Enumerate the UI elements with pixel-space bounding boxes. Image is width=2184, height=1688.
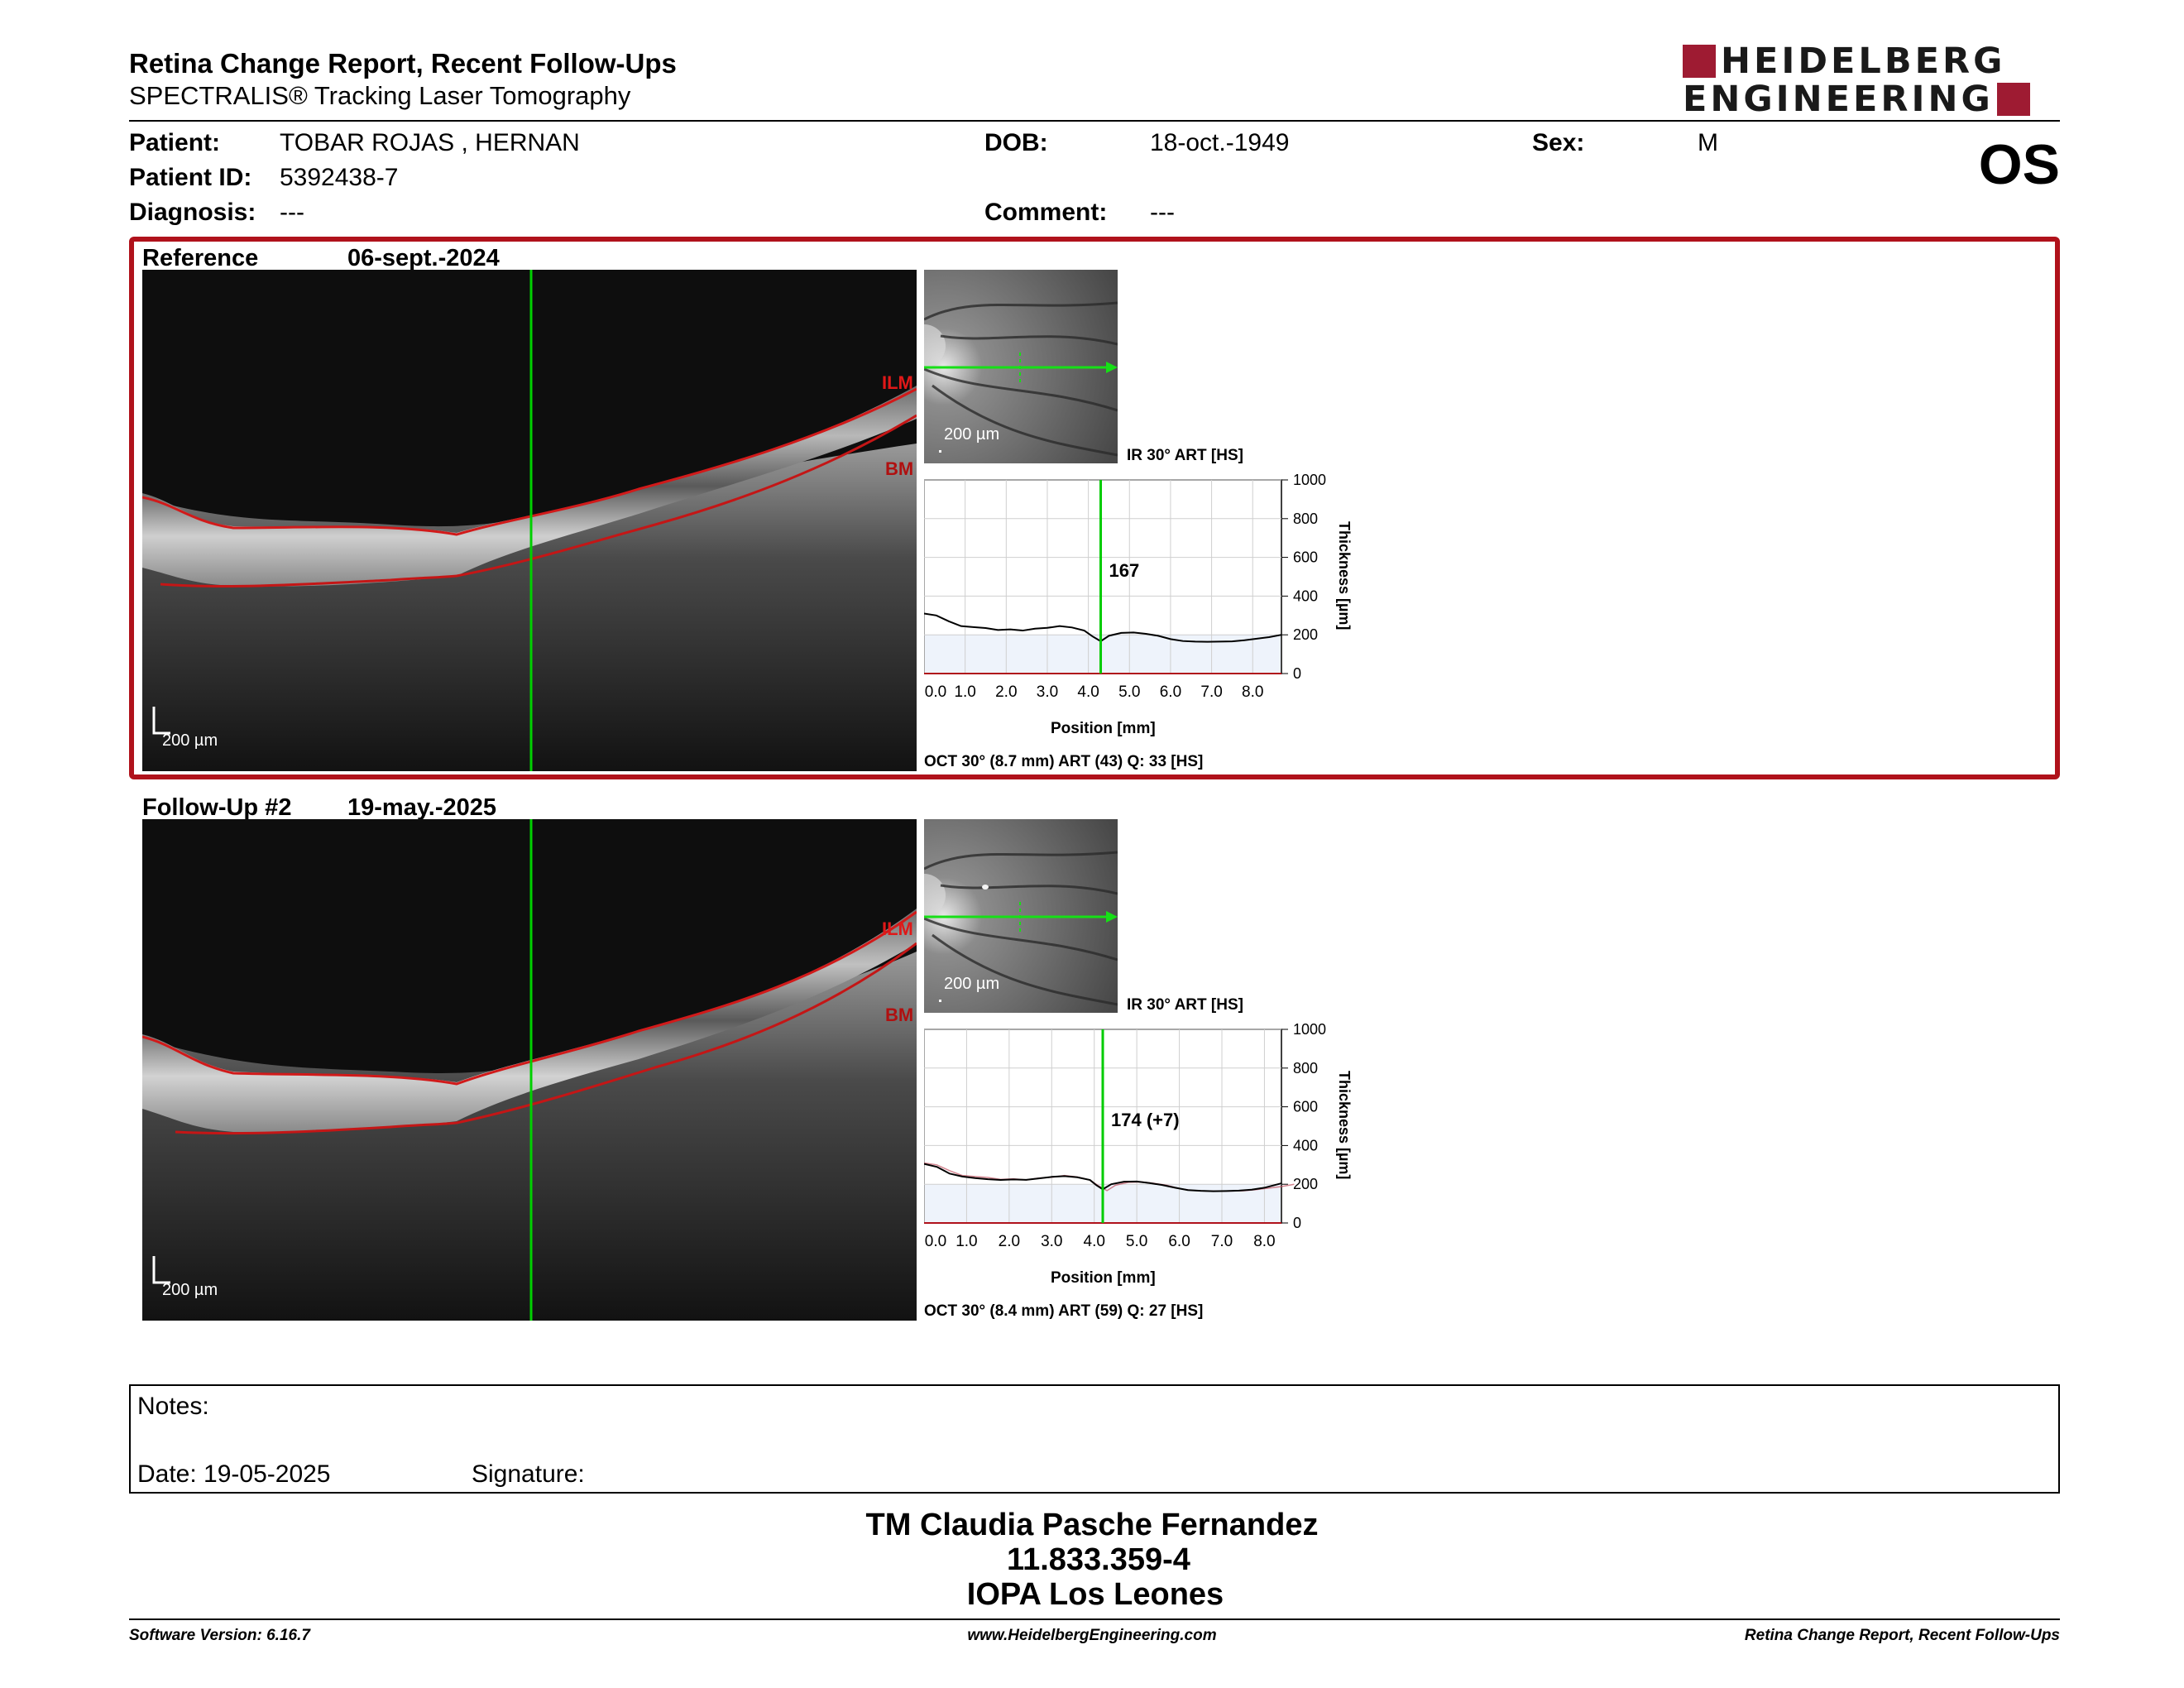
patient-label: Patient:	[129, 129, 221, 156]
ir-fundus-followup[interactable]: 200 µm	[924, 819, 1118, 1013]
y-tick-label: 800	[1293, 1060, 1318, 1077]
exam-reference-date: 06-sept.-2024	[347, 245, 500, 271]
bm-label-followup: BM	[885, 1005, 914, 1025]
y-tick-label: 200	[1293, 1176, 1318, 1192]
y-tick-label: 800	[1293, 511, 1318, 527]
x-tick-label: 1.0	[956, 1233, 977, 1250]
ir-scale-reference: 200 µm	[944, 425, 1000, 444]
footer-report: Retina Change Report, Recent Follow-Ups	[1744, 1627, 2060, 1644]
oct-caption-followup: OCT 30° (8.4 mm) ART (59) Q: 27 [HS]	[924, 1302, 1204, 1320]
y-axis-label: Thickness [µm]	[1336, 1071, 1353, 1179]
x-tick-label: 2.0	[999, 1233, 1020, 1250]
thickness-line	[924, 1163, 1282, 1192]
dob-value: 18-oct.-1949	[1150, 129, 1290, 156]
thickness-plot-reference[interactable]: 0.0 1.0 2.0 3.0 4.0 5.0 6.0 7.0 8.0 1000 800 600 400…	[924, 470, 1354, 743]
y-tick-label: 200	[1293, 626, 1318, 643]
ir-caption-reference: IR 30° ART [HS]	[1127, 447, 1243, 464]
report-subtitle: SPECTRALIS® Tracking Laser Tomography	[129, 81, 631, 110]
signature-name: TM Claudia Pasche Fernandez	[865, 1508, 1319, 1542]
report-title: Retina Change Report, Recent Follow-Ups	[129, 48, 677, 79]
plot-xlabel-reference: Position [mm]	[1051, 720, 1156, 737]
signature-id: 11.833.359-4	[1007, 1542, 1190, 1577]
ilm-label-reference: ILM	[882, 372, 913, 393]
thickness-value-label: 174 (+7)	[1111, 1110, 1180, 1130]
y-tick-label: 1000	[1293, 472, 1326, 488]
thickness-value-label: 167	[1109, 560, 1140, 581]
x-tick-label: 8.0	[1242, 683, 1263, 701]
y-tick-label: 600	[1293, 549, 1318, 566]
header-rule	[129, 120, 2060, 122]
x-tick-label: 7.0	[1211, 1233, 1233, 1250]
comment-value: ---	[1150, 199, 1175, 226]
bm-line-followup	[175, 942, 917, 1135]
x-tick-label: 3.0	[1037, 683, 1058, 701]
patient-id-value: 5392438-7	[280, 164, 399, 191]
sex-value: M	[1698, 129, 1718, 156]
notes-label: Notes:	[137, 1393, 209, 1420]
sex-label: Sex:	[1532, 129, 1585, 156]
signature-place: IOPA Los Leones	[966, 1577, 1224, 1612]
y-tick-label: 0	[1293, 1215, 1301, 1231]
x-tick-label: 6.0	[1160, 683, 1181, 701]
logo-line1: HEIDELBERG	[1721, 41, 2006, 82]
oct-bscan-followup[interactable]: 200 µm ILM BM	[142, 819, 917, 1321]
y-tick-label: 400	[1293, 1137, 1318, 1153]
oct-caption-reference: OCT 30° (8.7 mm) ART (43) Q: 33 [HS]	[924, 753, 1204, 770]
x-tick-label: 6.0	[1168, 1233, 1190, 1250]
oct-scale-reference: 200 µm	[162, 731, 218, 750]
thickness-plot-followup[interactable]: 0.0 1.0 2.0 3.0 4.0 5.0 6.0 7.0 8.0 1000 800 600 400…	[924, 1019, 1354, 1292]
reference-frame	[129, 237, 2060, 779]
y-tick-label: 0	[1293, 665, 1301, 682]
ilm-line-reference	[142, 387, 917, 536]
y-tick-label: 400	[1293, 587, 1318, 604]
logo-square-bottom	[1996, 83, 2030, 116]
y-tick-label: 600	[1293, 1099, 1318, 1115]
exam-reference-label: Reference	[142, 245, 259, 271]
x-tick-label: 4.0	[1084, 1233, 1105, 1250]
x-tick-label: 4.0	[1077, 683, 1099, 701]
bm-line-reference	[160, 414, 917, 588]
patient-value: TOBAR ROJAS , HERNAN	[280, 129, 580, 156]
x-tick-label: 7.0	[1200, 683, 1222, 701]
logo-line2: ENGINEERING	[1683, 79, 1994, 120]
patient-id-label: Patient ID:	[129, 164, 252, 191]
notes-box[interactable]: Notes: Date: 19-05-2025 Signature:	[129, 1384, 2060, 1494]
y-axis-label: Thickness [µm]	[1336, 521, 1353, 630]
ir-scale-followup: 200 µm	[944, 975, 1000, 993]
footer-version: Software Version: 6.16.7	[129, 1627, 310, 1644]
comment-label: Comment:	[984, 199, 1108, 226]
ilm-label-followup: ILM	[882, 918, 913, 939]
x-tick-label: 5.0	[1118, 683, 1140, 701]
bm-label-reference: BM	[885, 458, 914, 479]
footer-rule	[129, 1618, 2060, 1620]
x-tick-label: 8.0	[1253, 1233, 1275, 1250]
y-tick-label: 1000	[1293, 1021, 1326, 1038]
x-tick-label: 5.0	[1126, 1233, 1147, 1250]
plot-xlabel-followup: Position [mm]	[1051, 1269, 1156, 1287]
ir-caption-followup: IR 30° ART [HS]	[1127, 996, 1243, 1014]
footer-website[interactable]: www.HeidelbergEngineering.com	[967, 1627, 1217, 1644]
oct-scale-followup: 200 µm	[162, 1281, 218, 1299]
x-tick-label: 0.0	[925, 1233, 946, 1250]
exam-followup-date: 19-may.-2025	[347, 794, 497, 821]
ir-fundus-reference[interactable]: 200 µm	[924, 270, 1118, 463]
diagnosis-value: ---	[280, 199, 304, 226]
x-tick-label: 0.0	[925, 683, 946, 701]
ilm-line-followup	[142, 910, 917, 1086]
diagnosis-label: Diagnosis:	[129, 199, 256, 226]
dob-label: DOB:	[984, 129, 1048, 156]
x-tick-label: 1.0	[954, 683, 975, 701]
notes-signature-label: Signature:	[472, 1460, 585, 1488]
exam-followup-label: Follow-Up #2	[142, 794, 292, 821]
x-tick-label: 2.0	[995, 683, 1017, 701]
x-tick-label: 3.0	[1041, 1233, 1062, 1250]
oct-bscan-reference[interactable]: 200 µm ILM BM	[142, 270, 917, 771]
eye-indicator: OS	[1978, 133, 2060, 196]
heidelberg-logo: HEIDELBERG ENGINEERING	[1683, 43, 2060, 117]
notes-date: Date: 19-05-2025	[137, 1460, 331, 1488]
logo-square-top	[1683, 45, 1716, 78]
